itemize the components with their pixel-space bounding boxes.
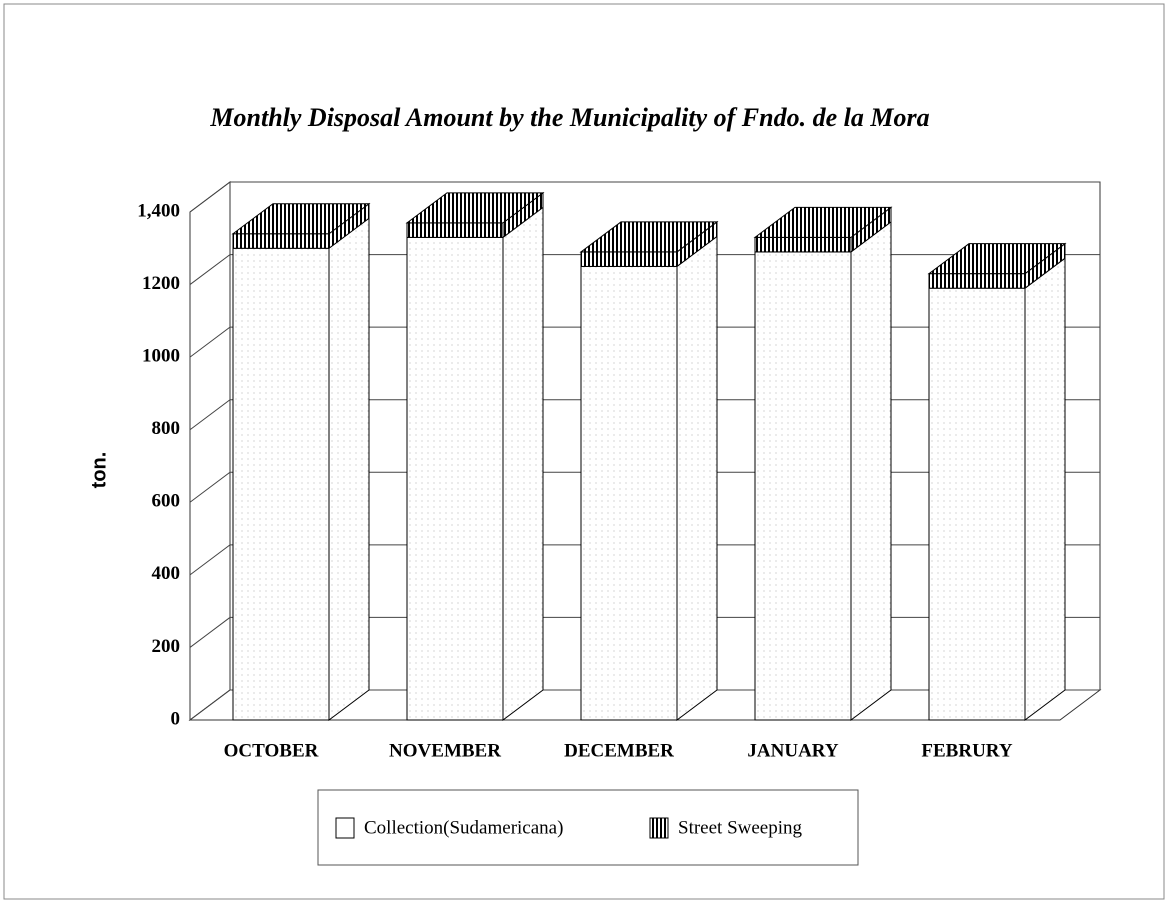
- legend-swatch: [335, 817, 355, 839]
- bar-front: [754, 251, 852, 721]
- y-tick-label: 400: [152, 563, 181, 584]
- bar-segment: [405, 191, 545, 239]
- bar-side: [850, 220, 892, 721]
- y-tick-label: 1200: [142, 273, 180, 294]
- side-wall: [189, 181, 231, 721]
- bar-top: [405, 192, 545, 224]
- bar-side: [1024, 257, 1066, 721]
- frame: [3, 3, 1165, 900]
- x-tick-label: FEBRURY: [921, 740, 1012, 761]
- y-tick-label: 1,400: [137, 200, 180, 221]
- chart-title: Monthly Disposal Amount by the Municipal…: [209, 103, 929, 132]
- bar-segment: [753, 206, 893, 253]
- bar-top: [579, 221, 719, 253]
- bar-segment: [231, 202, 371, 250]
- bar-segment: [580, 235, 718, 721]
- bar-front: [406, 236, 504, 721]
- legend: [317, 789, 859, 866]
- bar-side: [328, 217, 370, 721]
- bar-front: [580, 265, 678, 721]
- bar-segment: [928, 257, 1066, 721]
- bar-front: [754, 236, 852, 253]
- x-tick-label: NOVEMBER: [389, 740, 501, 761]
- bar-front: [928, 287, 1026, 721]
- x-tick-label: JANUARY: [747, 740, 838, 761]
- y-tick-label: 0: [171, 708, 181, 729]
- legend-label: Street Sweeping: [678, 817, 803, 838]
- bar-front: [406, 222, 504, 238]
- grid-line: [189, 181, 1100, 213]
- y-axis-label: ton.: [88, 452, 110, 489]
- bar-side: [676, 235, 718, 721]
- x-tick-label: DECEMBER: [564, 740, 674, 761]
- bar-top: [753, 206, 893, 238]
- bar-front: [232, 247, 330, 721]
- bar-segment: [232, 217, 370, 721]
- bar-segment: [579, 220, 719, 268]
- bar-segment: [406, 206, 544, 721]
- y-tick-label: 800: [152, 418, 181, 439]
- y-tick-label: 1000: [142, 346, 180, 367]
- bar-front: [580, 251, 678, 267]
- bar-segment: [754, 220, 892, 721]
- x-tick-label: OCTOBER: [224, 740, 319, 761]
- bar-top: [927, 243, 1067, 275]
- bar-segment: [927, 242, 1067, 290]
- y-tick-label: 600: [152, 491, 181, 512]
- bar-top: [231, 203, 371, 235]
- bar-front: [928, 273, 1026, 289]
- legend-swatch: [649, 817, 669, 839]
- bar-side: [502, 206, 544, 721]
- legend-label: Collection(Sudamericana): [364, 817, 563, 838]
- y-tick-label: 200: [152, 636, 181, 657]
- bar-front: [232, 233, 330, 249]
